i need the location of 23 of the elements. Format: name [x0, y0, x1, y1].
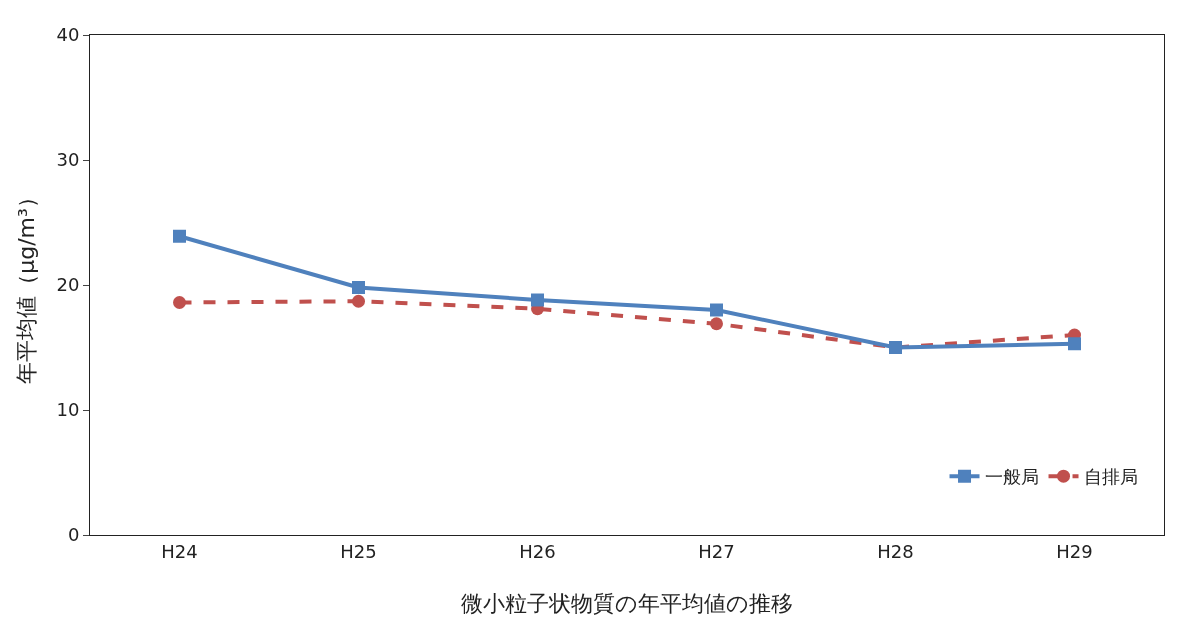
point — [1068, 337, 1081, 351]
y-tick-label: 20 — [56, 274, 80, 296]
point — [710, 317, 723, 331]
y-tick-label: 0 — [67, 524, 80, 546]
x-axis-title: 微小粒子状物質の年平均値の推移 — [461, 591, 793, 617]
x-tick-label: H24 — [161, 540, 198, 562]
point — [352, 294, 365, 308]
y-tick-label: 10 — [56, 399, 80, 421]
y-tick-label: 30 — [56, 149, 80, 171]
point — [173, 296, 186, 309]
x-tick-label: H28 — [877, 540, 914, 562]
point — [173, 229, 186, 243]
x-tick-label: H29 — [1056, 540, 1093, 562]
x-tick-label: H25 — [340, 540, 377, 562]
point — [710, 303, 723, 317]
point — [352, 281, 365, 294]
x-tick-label: H26 — [519, 540, 556, 562]
legend-label: 一般局 — [984, 466, 1039, 488]
y-tick-label: 40 — [56, 24, 80, 46]
x-tick-label: H27 — [698, 540, 735, 562]
point — [531, 293, 544, 307]
legend-label: 自排局 — [1083, 466, 1138, 488]
y-axis-title: 年平均値（μg/m³） — [14, 186, 40, 384]
